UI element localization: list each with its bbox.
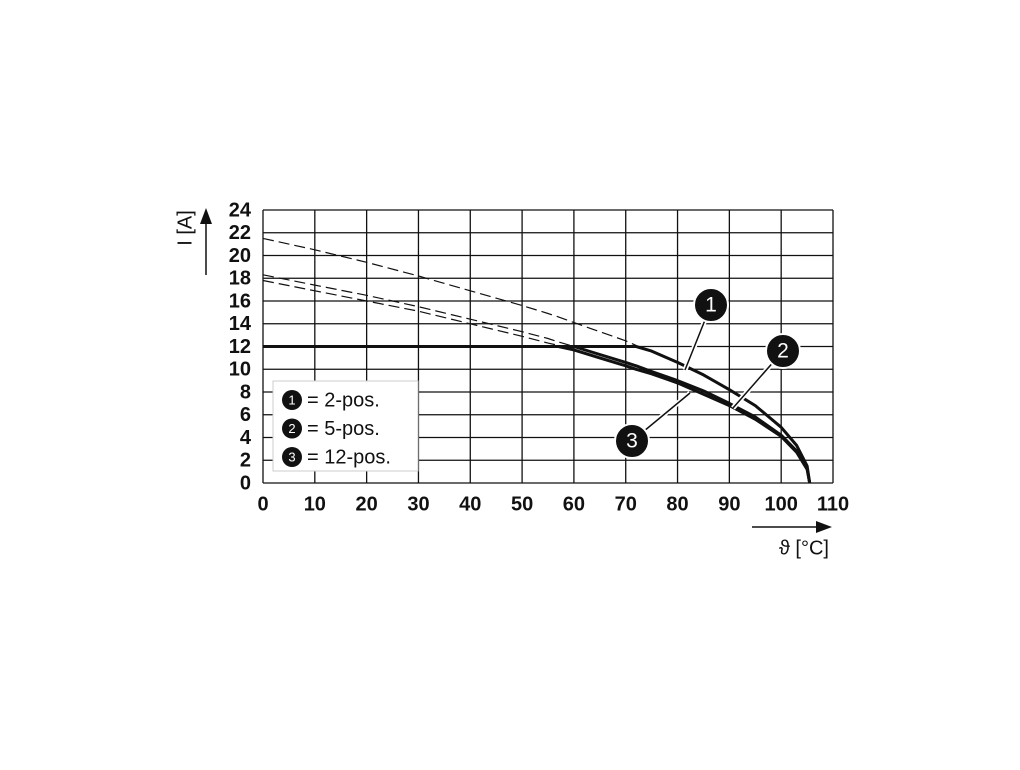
x-tick-label: 80 — [666, 493, 688, 515]
legend-marker — [282, 390, 302, 410]
legend-label: = 5-pos. — [307, 418, 380, 440]
derating-curve — [263, 345, 812, 484]
curves — [262, 237, 812, 484]
y-tick-label: 14 — [229, 313, 252, 335]
x-tick-label: 10 — [304, 493, 326, 515]
x-arrow-head — [816, 521, 832, 533]
y-tick-label: 4 — [240, 427, 252, 449]
legend-label: = 12-pos. — [307, 446, 391, 468]
legend-marker-number: 1 — [288, 392, 295, 407]
y-tick-label: 6 — [240, 404, 251, 426]
y-tick-label: 10 — [229, 359, 251, 381]
x-tick-label: 20 — [356, 493, 378, 515]
callout-circle — [765, 333, 801, 369]
y-tick-label: 12 — [229, 336, 251, 358]
x-tick-label: 60 — [563, 493, 585, 515]
y-tick-label: 20 — [229, 245, 251, 267]
callout-circle — [614, 423, 650, 459]
legend-marker-number: 3 — [288, 449, 295, 464]
y-tick-label: 16 — [229, 290, 251, 312]
x-tick-label: 70 — [615, 493, 637, 515]
x-tick-label: 50 — [511, 493, 533, 515]
legend: 1 = 2-pos. 2 = 5-pos. 3 = 12-pos. — [282, 389, 391, 468]
x-tick-label: 110 — [817, 493, 849, 515]
callout-number: 2 — [777, 340, 789, 363]
y-tick-label: 18 — [229, 268, 251, 290]
legend-marker-number: 2 — [288, 421, 295, 436]
dashed-curve — [262, 279, 559, 346]
callout-number: 1 — [705, 294, 717, 317]
y-tick-label: 2 — [240, 450, 251, 472]
y-tick-label: 24 — [229, 199, 252, 221]
x-tick-label: 30 — [407, 493, 429, 515]
x-tick-label: 90 — [718, 493, 740, 515]
dashed-curve — [262, 237, 637, 346]
legend-marker — [282, 447, 302, 467]
legend-label: = 2-pos. — [307, 389, 380, 411]
y-arrow-head — [200, 208, 212, 224]
y-tick-label: 22 — [229, 222, 251, 244]
grid — [262, 209, 834, 484]
x-tick-label: 40 — [459, 493, 481, 515]
x-axis-label: ϑ [°C] — [779, 537, 829, 559]
callout-number: 3 — [626, 430, 638, 453]
callouts: 1 2 3 — [614, 287, 801, 459]
x-tick-label: 0 — [257, 493, 268, 515]
legend-marker — [282, 418, 302, 439]
callout-circle — [693, 287, 729, 323]
x-tick-label: 100 — [764, 493, 797, 515]
y-axis-label: I [A] — [174, 210, 196, 246]
y-tick-label: 8 — [240, 381, 251, 403]
dashed-curve — [262, 274, 575, 348]
y-tick-label: 0 — [240, 472, 251, 494]
